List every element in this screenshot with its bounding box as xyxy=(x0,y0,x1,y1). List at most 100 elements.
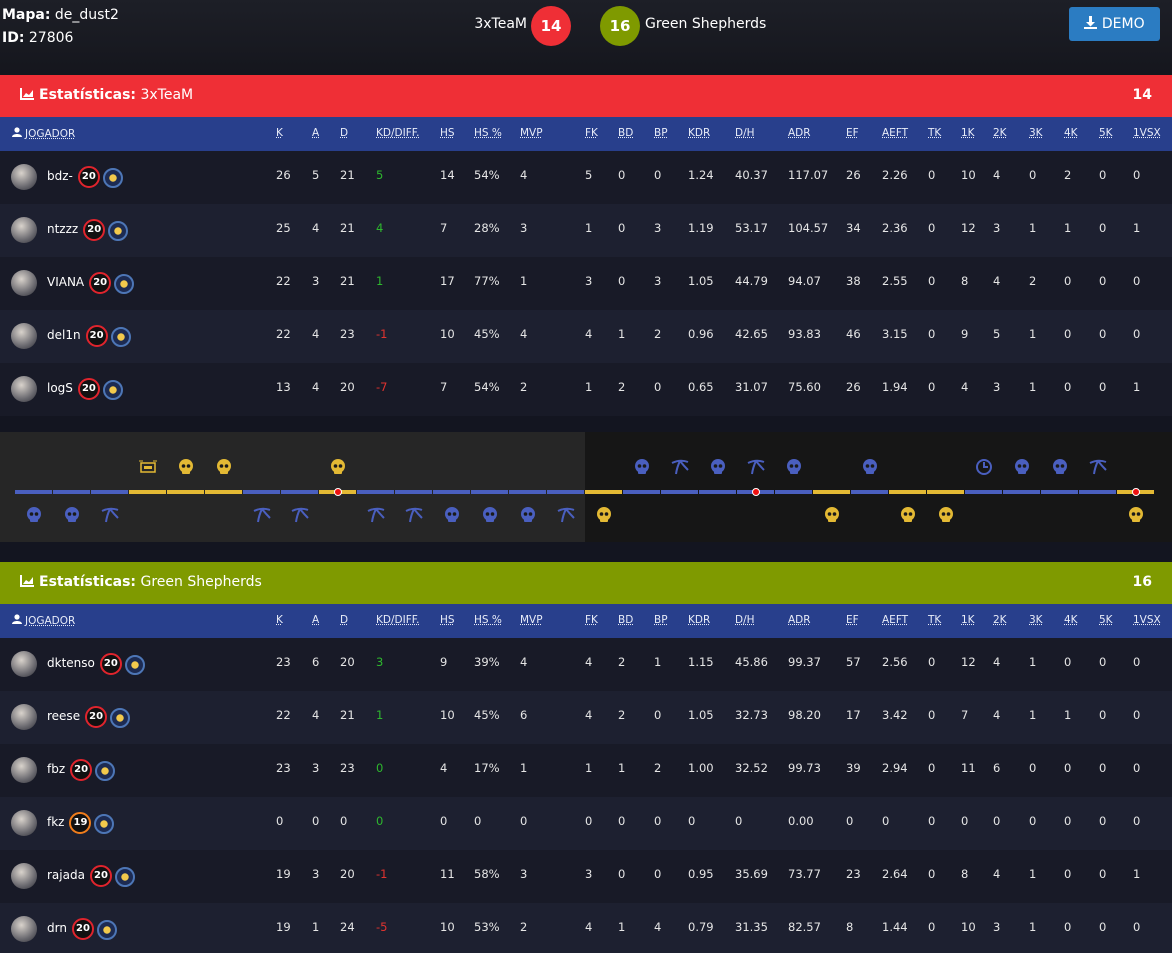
rank-icon xyxy=(108,221,129,241)
player-row xyxy=(0,204,1172,257)
column-header: FK xyxy=(585,614,598,626)
stat-cell: 0.00 xyxy=(788,814,814,828)
round-icon xyxy=(519,506,537,524)
stat-cell: 3 xyxy=(654,221,662,235)
stat-cell: 2 xyxy=(618,655,626,669)
stat-cell: 0 xyxy=(1029,168,1037,182)
column-header: HS % xyxy=(474,127,502,139)
avatar xyxy=(11,270,37,296)
team1-score: 14 xyxy=(531,6,571,46)
team-total: 14 xyxy=(1132,87,1152,103)
column-header: 4K xyxy=(1064,614,1078,626)
stat-cell: 1 xyxy=(376,708,384,722)
demo-button[interactable]: DEMO xyxy=(1069,7,1160,41)
stat-cell: 26 xyxy=(846,380,861,394)
column-header: 5K xyxy=(1099,127,1113,139)
round-icon xyxy=(443,506,461,524)
round-icon-graphic xyxy=(521,507,535,522)
stat-cell: 1 xyxy=(1029,655,1037,669)
stat-cell: 3 xyxy=(520,867,528,881)
stat-cell: 1 xyxy=(1029,380,1037,394)
stat-cell: 25 xyxy=(276,221,291,235)
stat-cell: 57 xyxy=(846,655,861,669)
player-column-label: JOGADOR xyxy=(25,128,76,140)
user-icon xyxy=(12,127,22,137)
stat-cell: 1 xyxy=(1029,867,1037,881)
stat-cell: 2.94 xyxy=(882,761,908,775)
stat-cell: 38 xyxy=(846,274,861,288)
stat-cell: 23 xyxy=(340,761,355,775)
stat-cell: 10 xyxy=(961,168,976,182)
column-header: TK xyxy=(928,127,942,139)
stat-cell: 23 xyxy=(340,327,355,341)
round-icon-graphic xyxy=(1015,459,1029,474)
stat-cell: 45% xyxy=(474,327,500,341)
stat-cell: 0 xyxy=(1133,168,1141,182)
stat-cell: 2 xyxy=(618,708,626,722)
rank-icon xyxy=(114,867,135,887)
level-badge: 19 xyxy=(69,812,92,834)
stat-cell: -1 xyxy=(376,867,388,881)
stat-cell: 2 xyxy=(520,380,528,394)
stat-cell: 0 xyxy=(618,221,626,235)
stat-cell: 1.44 xyxy=(882,920,908,934)
round-segment xyxy=(167,490,204,494)
column-header: BP xyxy=(654,614,668,626)
round-segment xyxy=(15,490,52,494)
stat-cell: 1 xyxy=(1133,221,1141,235)
stat-cell: 23 xyxy=(846,867,861,881)
stat-cell: 0 xyxy=(1099,168,1107,182)
player-column: JOGADOR xyxy=(12,614,75,627)
stat-cell: 0 xyxy=(520,814,528,828)
team-title: Estatísticas: Green Shepherds xyxy=(20,574,262,590)
level-badge: 20 xyxy=(89,272,112,294)
stat-cell: 20 xyxy=(340,655,355,669)
avatar xyxy=(11,810,37,836)
player-name: rajada xyxy=(47,868,85,882)
stat-cell: 0 xyxy=(276,814,284,828)
stat-cell: 3 xyxy=(993,380,1001,394)
stat-cell: 0.65 xyxy=(688,380,714,394)
stat-cell: 0 xyxy=(1099,221,1107,235)
stat-cell: 0 xyxy=(1133,920,1141,934)
stat-cell: 54% xyxy=(474,168,500,182)
stat-cell: 0 xyxy=(1133,274,1141,288)
stat-cell: 4 xyxy=(520,655,528,669)
stat-cell: 1.24 xyxy=(688,168,714,182)
stat-cell: 4 xyxy=(585,708,593,722)
stat-cell: 0 xyxy=(1099,655,1107,669)
column-header: 3K xyxy=(1029,614,1043,626)
player-name: del1n xyxy=(47,328,81,342)
round-icon xyxy=(177,458,195,476)
stat-cell: 0 xyxy=(618,867,626,881)
stat-cell: 0 xyxy=(1064,814,1072,828)
column-header: TK xyxy=(928,614,942,626)
column-header: ADR xyxy=(788,127,811,139)
column-header: D/H xyxy=(735,127,755,139)
stat-cell: 0 xyxy=(928,761,936,775)
round-icon xyxy=(139,458,157,476)
round-icon-graphic xyxy=(825,507,839,522)
stat-cell: 98.20 xyxy=(788,708,821,722)
stat-cell: 0 xyxy=(618,814,626,828)
stat-cell: 20 xyxy=(340,867,355,881)
stat-cell: 2 xyxy=(1064,168,1072,182)
stat-cell: 4 xyxy=(440,761,448,775)
round-icon-graphic xyxy=(557,507,575,523)
stat-cell: 1 xyxy=(585,761,593,775)
level-badge: 20 xyxy=(85,706,108,728)
stat-cell: 1.15 xyxy=(688,655,714,669)
rank-icon xyxy=(96,920,117,940)
stat-cell: 0 xyxy=(928,867,936,881)
stat-cell: 53% xyxy=(474,920,500,934)
user-icon xyxy=(12,614,22,624)
column-header: ADR xyxy=(788,614,811,626)
avatar xyxy=(11,651,37,677)
player-name: bdz- xyxy=(47,169,73,183)
team-title-label: Estatísticas: xyxy=(39,87,137,103)
stat-cell: 2 xyxy=(654,327,662,341)
stat-cell: 1 xyxy=(376,274,384,288)
stat-cell: 4 xyxy=(520,168,528,182)
stat-cell: 0 xyxy=(928,708,936,722)
stat-cell: 3 xyxy=(654,274,662,288)
